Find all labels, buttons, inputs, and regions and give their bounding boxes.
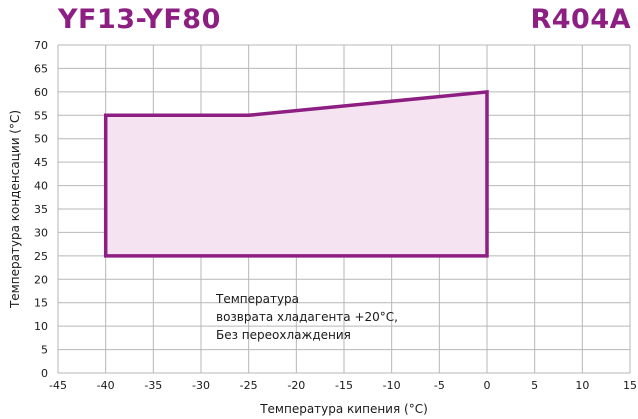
x-axis-label: Температура кипения (°C) xyxy=(259,402,428,416)
refrigerant-label: R404A xyxy=(530,4,631,35)
y-tick-label: 60 xyxy=(34,86,48,99)
x-tick-label: -45 xyxy=(49,379,67,392)
y-tick-labels: 0 5 10 15 20 25 30 35 40 45 50 55 60 65 70 xyxy=(34,39,48,380)
x-tick-label: -35 xyxy=(144,379,162,392)
x-tick-label: -10 xyxy=(383,379,401,392)
y-tick-label: 40 xyxy=(34,180,48,193)
x-tick-label: -5 xyxy=(434,379,445,392)
envelope xyxy=(103,89,489,258)
x-tick-label: -40 xyxy=(97,379,115,392)
chart-title: YF13-YF80 xyxy=(58,4,221,35)
y-tick-label: 65 xyxy=(34,62,48,75)
y-tick-label: 50 xyxy=(34,133,48,146)
y-tick-label: 45 xyxy=(34,156,48,169)
annotation-line-1: Температура xyxy=(215,292,299,306)
y-tick-label: 15 xyxy=(34,297,48,310)
x-tick-label: -15 xyxy=(335,379,353,392)
y-tick-label: 25 xyxy=(34,250,48,263)
annotation-line-3: Без переохлаждения xyxy=(216,328,351,342)
x-tick-label: 15 xyxy=(623,379,637,392)
x-tick-label: 0 xyxy=(484,379,491,392)
x-tick-label: -25 xyxy=(240,379,258,392)
y-axis-label: Температура конденсации (°C) xyxy=(8,110,22,309)
x-tick-label: -20 xyxy=(287,379,305,392)
y-tick-label: 35 xyxy=(34,203,48,216)
x-tick-label: 5 xyxy=(531,379,538,392)
y-tick-label: 70 xyxy=(34,39,48,52)
y-tick-label: 30 xyxy=(34,226,48,239)
x-tick-labels: -45 -40 -35 -30 -25 -20 -15 -10 -5 0 5 10 15 xyxy=(49,379,637,392)
annotation-line-2: возврата хладагента +20°C, xyxy=(216,310,398,324)
x-tick-label: 10 xyxy=(575,379,589,392)
y-tick-label: 20 xyxy=(34,273,48,286)
x-tick-label: -30 xyxy=(192,379,210,392)
envelope-area xyxy=(103,89,489,258)
y-tick-label: 5 xyxy=(41,344,48,357)
y-tick-label: 0 xyxy=(41,367,48,380)
y-tick-label: 55 xyxy=(34,109,48,122)
y-tick-label: 10 xyxy=(34,320,48,333)
